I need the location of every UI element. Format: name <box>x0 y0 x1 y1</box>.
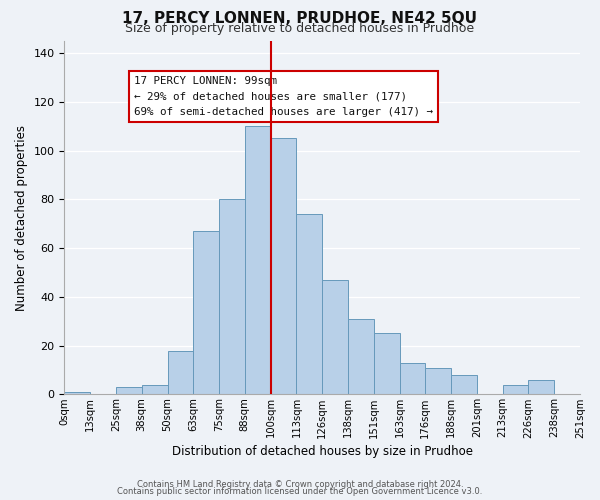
Bar <box>296 214 322 394</box>
Bar <box>142 384 167 394</box>
Bar <box>425 368 451 394</box>
Bar <box>400 362 425 394</box>
Text: Size of property relative to detached houses in Prudhoe: Size of property relative to detached ho… <box>125 22 475 35</box>
Bar <box>322 280 348 394</box>
Bar <box>64 392 90 394</box>
Text: 17, PERCY LONNEN, PRUDHOE, NE42 5QU: 17, PERCY LONNEN, PRUDHOE, NE42 5QU <box>122 11 478 26</box>
Text: 17 PERCY LONNEN: 99sqm
← 29% of detached houses are smaller (177)
69% of semi-de: 17 PERCY LONNEN: 99sqm ← 29% of detached… <box>134 76 433 116</box>
Text: Contains HM Land Registry data © Crown copyright and database right 2024.: Contains HM Land Registry data © Crown c… <box>137 480 463 489</box>
Bar <box>116 387 142 394</box>
Bar <box>348 319 374 394</box>
Bar <box>245 126 271 394</box>
Bar <box>374 334 400 394</box>
Bar <box>271 138 296 394</box>
Bar <box>219 200 245 394</box>
Bar <box>503 384 529 394</box>
X-axis label: Distribution of detached houses by size in Prudhoe: Distribution of detached houses by size … <box>172 444 473 458</box>
Bar <box>167 350 193 395</box>
Bar <box>193 231 219 394</box>
Y-axis label: Number of detached properties: Number of detached properties <box>15 124 28 310</box>
Text: Contains public sector information licensed under the Open Government Licence v3: Contains public sector information licen… <box>118 487 482 496</box>
Bar <box>529 380 554 394</box>
Bar <box>451 375 477 394</box>
